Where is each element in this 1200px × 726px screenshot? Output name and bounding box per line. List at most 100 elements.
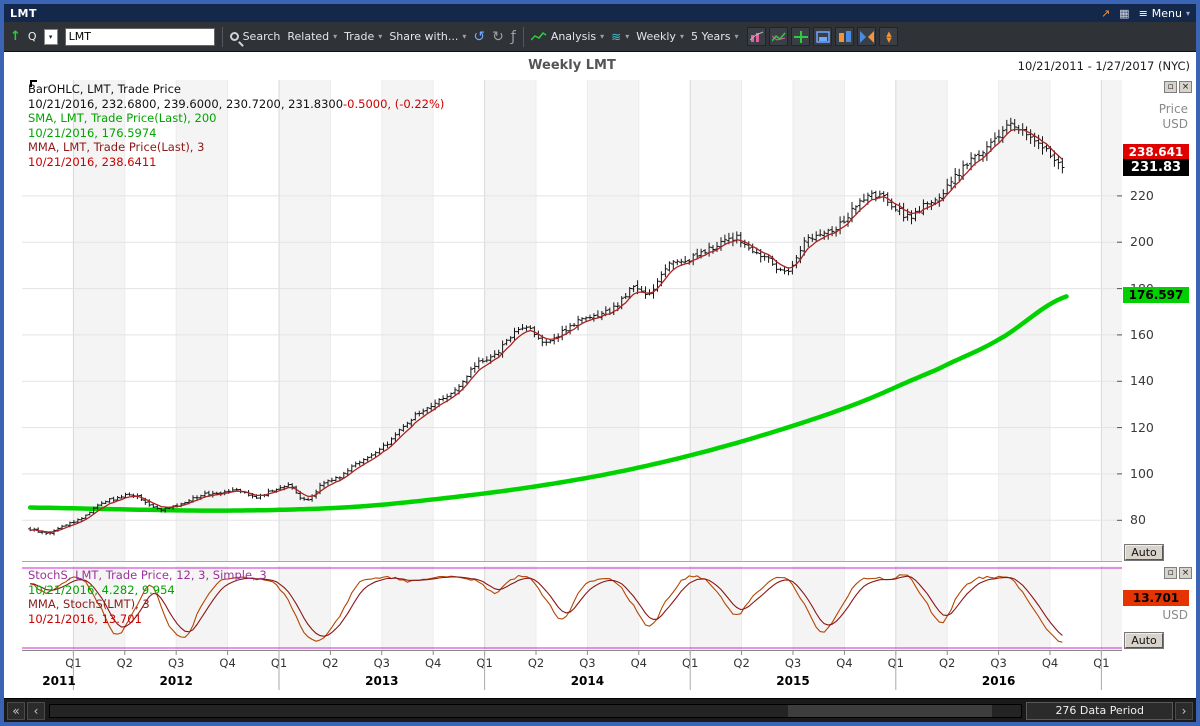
x-quarter-label: Q2	[939, 656, 955, 670]
share-menu[interactable]: Share with... ▾	[389, 30, 466, 43]
data-period-button[interactable]: 276 Data Period	[1026, 701, 1173, 720]
x-quarter-label: Q3	[785, 656, 801, 670]
quarter-band	[793, 566, 845, 650]
related-label: Related	[287, 30, 330, 43]
scroll-left-button[interactable]: ‹	[27, 701, 45, 720]
chevron-down-icon: ▾	[1185, 8, 1190, 18]
price-tick-label: 220	[1130, 187, 1154, 203]
mma-line	[30, 128, 1063, 533]
flip-button[interactable]	[857, 27, 877, 46]
price-tick-label: 120	[1130, 419, 1154, 435]
analysis-menu[interactable]: Analysis ▾	[530, 30, 605, 43]
related-menu[interactable]: Related ▾	[287, 30, 337, 43]
chevron-down-icon: ▾	[48, 32, 53, 41]
panel-icon	[816, 30, 830, 43]
trade-menu[interactable]: Trade ▾	[344, 30, 382, 43]
share-label: Share with...	[389, 30, 459, 43]
legend-line: MMA, StochS(LMT), 3	[28, 597, 267, 612]
legend-text: 10/21/2016, 4.282, 9.954	[28, 582, 175, 597]
legend-text: MMA, LMT, Trade Price(Last), 3	[28, 140, 205, 154]
line-chart-icon	[530, 31, 547, 41]
toolbar-icon-group: ▲ ▼	[747, 27, 899, 46]
stoch-mma-badge: 13.701	[1123, 590, 1189, 606]
chevron-down-icon: ▾	[679, 32, 684, 41]
up-arrow-icon[interactable]: ↑	[10, 29, 21, 44]
interval-select[interactable]: Weekly ▾	[636, 30, 684, 43]
quarter-band	[587, 80, 639, 562]
quote-type-dropdown[interactable]: ▾	[43, 28, 58, 45]
legend-line: 10/21/2016, 232.6800, 239.6000, 230.7200…	[28, 97, 444, 112]
sma-price-badge: 176.597	[1123, 287, 1189, 304]
panel-restore-button[interactable]: ▫	[1164, 81, 1177, 93]
chevron-down-icon: ▾	[625, 32, 630, 41]
quarter-band	[176, 566, 228, 650]
stochastics-panel[interactable]: StochS, LMT, Trade Price, 12, 3, Simple,…	[22, 566, 1122, 650]
analysis-label: Analysis	[550, 30, 597, 43]
price-axis-column: ▫ × Price USD 22020018016014012010080 23…	[1122, 80, 1196, 562]
panel-restore-button[interactable]: ▫	[1164, 567, 1177, 579]
stoch-auto-scale-button[interactable]: Auto	[1124, 632, 1164, 649]
sort-button[interactable]: ▲ ▼	[879, 27, 899, 46]
legend-line: BarOHLC, LMT, Trade Price	[28, 82, 444, 97]
search-button[interactable]: Search	[229, 30, 281, 43]
x-year-label: 2011	[42, 674, 75, 688]
search-label: Search	[242, 30, 281, 43]
scroll-far-left-button[interactable]: «	[7, 701, 25, 720]
legend-line: 10/21/2016, 238.6411	[28, 155, 444, 170]
price-tick-label: 100	[1130, 465, 1154, 481]
x-quarter-label: Q4	[631, 656, 647, 670]
trade-label: Trade	[344, 30, 375, 43]
quarter-band	[895, 566, 948, 650]
formula-icon[interactable]: ƒ	[510, 28, 516, 45]
titlebar: LMT ↗ ▦ ≡ Menu ▾	[4, 4, 1196, 22]
panel-close-button[interactable]: ×	[1179, 81, 1192, 93]
redo-icon[interactable]: ↻	[492, 28, 504, 45]
columns-icon	[838, 30, 851, 42]
scrollbar-track[interactable]	[49, 703, 1023, 718]
x-quarter-label: Q4	[219, 656, 235, 670]
legend-line: 10/21/2016, 4.282, 9.954	[28, 583, 267, 598]
compare-chart-button[interactable]	[769, 27, 789, 46]
crosshair-button[interactable]	[791, 27, 811, 46]
auto-scale-button[interactable]: Auto	[1124, 544, 1164, 561]
panel-button[interactable]	[813, 27, 833, 46]
sma-line	[27, 294, 1069, 513]
menu-label: Menu	[1151, 6, 1182, 20]
legend-text: SMA, LMT, Trade Price(Last), 200	[28, 111, 217, 125]
x-year-label: 2013	[365, 674, 398, 688]
x-quarter-label: Q2	[733, 656, 749, 670]
grid-icon[interactable]: ▦	[1119, 6, 1130, 20]
quarter-band	[793, 80, 845, 562]
toolbar-divider	[221, 26, 223, 47]
quarter-band	[587, 566, 639, 650]
x-quarter-label: Q4	[836, 656, 852, 670]
waves-menu[interactable]: ≋ ▾	[611, 30, 629, 44]
undo-icon[interactable]: ↺	[473, 28, 486, 45]
chart-title: Weekly LMT	[528, 58, 616, 73]
price-tick-label: 200	[1130, 234, 1154, 250]
quarter-band	[1101, 80, 1122, 562]
scroll-right-button[interactable]: ›	[1175, 701, 1193, 720]
axis-price-label: Price	[1158, 102, 1188, 116]
price-tick-label: 80	[1130, 512, 1146, 528]
x-quarter-label: Q3	[168, 656, 184, 670]
range-select[interactable]: 5 Years ▾	[691, 30, 739, 43]
x-quarter-label: Q3	[374, 656, 390, 670]
x-quarter-label: Q2	[117, 656, 133, 670]
time-axis: Q1 Q2 Q3 Q4 Q1 Q2 Q3 Q4 Q1 Q2 Q3 Q4 Q1 Q2 Q3 Q4 Q1 Q2 Q3 Q4…	[22, 650, 1122, 694]
legend-line: MMA, LMT, Trade Price(Last), 3	[28, 140, 444, 155]
symbol-input[interactable]	[64, 27, 215, 46]
x-quarter-label: Q4	[1042, 656, 1058, 670]
pop-out-icon[interactable]: ↗	[1100, 6, 1111, 20]
chart-style-button[interactable]	[747, 27, 767, 46]
legend-line: SMA, LMT, Trade Price(Last), 200	[28, 111, 444, 126]
horizontal-scrollbar: « ‹ 276 Data Period ›	[4, 698, 1196, 722]
chevron-down-icon: ▾	[600, 32, 605, 41]
compare-chart-icon	[771, 32, 786, 41]
menu-button[interactable]: ≡ Menu ▾	[1139, 7, 1190, 20]
price-panel[interactable]: BarOHLC, LMT, Trade Price 10/21/2016, 232…	[22, 80, 1122, 562]
panel-close-button[interactable]: ×	[1179, 567, 1192, 579]
corner-mark	[30, 80, 37, 87]
columns-button[interactable]	[835, 27, 855, 46]
